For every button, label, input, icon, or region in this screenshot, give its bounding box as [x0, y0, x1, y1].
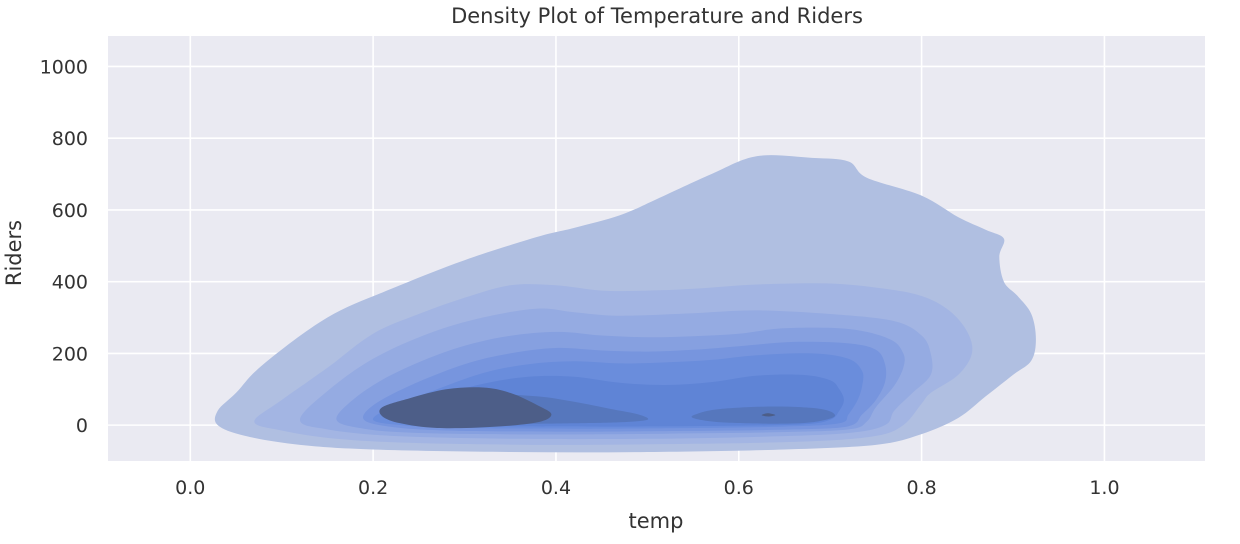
x-tick-label: 0.8 — [906, 477, 936, 499]
x-tick-label: 0.0 — [175, 477, 205, 499]
y-tick-label: 0 — [76, 415, 88, 437]
density-contours — [214, 155, 1036, 453]
x-axis-label: temp — [629, 509, 684, 533]
y-tick-label: 800 — [52, 128, 88, 150]
chart-title: Density Plot of Temperature and Riders — [451, 4, 863, 28]
x-tick-label: 0.4 — [541, 477, 571, 499]
density-level-9 — [379, 387, 552, 429]
x-tick-label: 0.6 — [724, 477, 754, 499]
y-tick-label: 1000 — [40, 56, 88, 78]
y-axis-ticks: 0 200 400 600 800 1000 — [40, 56, 88, 437]
density-level-9 — [761, 413, 776, 417]
y-axis-label: Riders — [2, 220, 26, 286]
x-tick-label: 1.0 — [1089, 477, 1119, 499]
x-axis-ticks: 0.0 0.2 0.4 0.6 0.8 1.0 — [175, 477, 1119, 499]
y-tick-label: 400 — [52, 272, 88, 294]
y-tick-label: 200 — [52, 343, 88, 365]
y-tick-label: 600 — [52, 200, 88, 222]
x-tick-label: 0.2 — [358, 477, 388, 499]
